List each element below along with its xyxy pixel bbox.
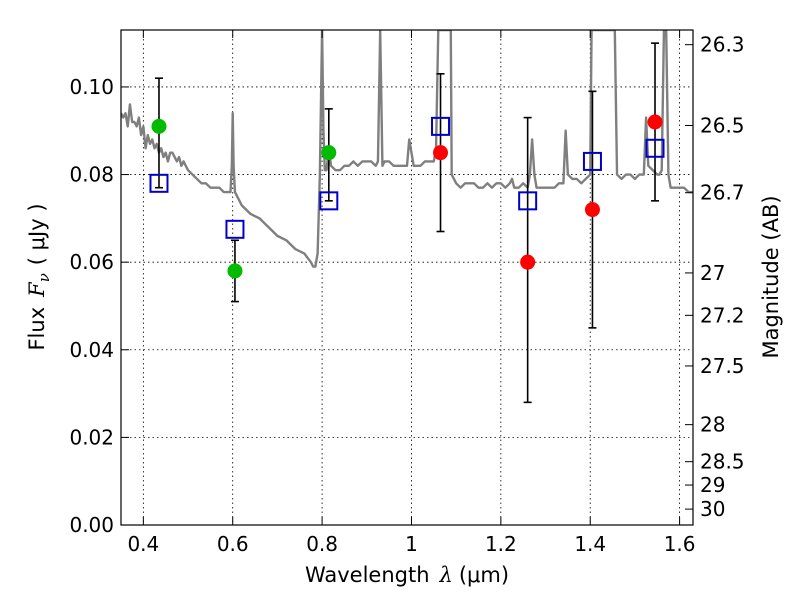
observed-point-red [433, 145, 449, 161]
ticks: 0.4 0.6 0.8 1 1.2 1.4 1.6 0.00 0.02 0.04 0.06 0.08 0… [69, 30, 745, 556]
observed-point-green [321, 145, 337, 161]
x-tick-label: 1 [405, 532, 418, 556]
model-flux-square [149, 173, 169, 193]
x-axis-label-unit: (μm) [459, 563, 509, 587]
y2-tick-label: 26.3 [700, 33, 745, 57]
plot-frame [120, 29, 694, 526]
y-axis-label: Flux Fν ( μJy ) [25, 203, 53, 350]
model-flux-square [225, 219, 245, 239]
model-flux-square [645, 138, 665, 158]
y2-tick-label: 27.5 [700, 354, 745, 378]
marker-layer [149, 42, 665, 404]
model-flux-square [582, 151, 602, 171]
y-tick-label: 0.06 [69, 250, 114, 274]
observed-point-green [151, 118, 167, 134]
sed-model-line [121, 30, 693, 268]
x-tick-label: 1.4 [574, 532, 606, 556]
y-axis-label-unit: ( μJy ) [25, 203, 49, 265]
y2-tick-label: 26.7 [700, 181, 745, 205]
y-axis-label-symbol: F [25, 281, 49, 298]
y2-tick-label: 30 [700, 497, 725, 521]
observed-point-green [227, 263, 243, 279]
model-flux-square [518, 191, 538, 211]
y-axis-label-subscript: ν [35, 273, 53, 282]
data-layer [121, 30, 693, 268]
y2-tick-label: 27 [700, 261, 725, 285]
y2-axis-label: Magnitude (AB) [759, 195, 783, 358]
observed-point-red [584, 202, 600, 218]
y-tick-label: 0.10 [69, 75, 114, 99]
x-axis-label-prefix: Wavelength [305, 563, 430, 587]
y2-tick-label: 27.2 [700, 303, 745, 327]
observed-point-red [520, 254, 536, 270]
y2-tick-label: 29 [700, 473, 725, 497]
x-axis-label-symbol: λ [439, 563, 453, 587]
x-axis-label: Wavelength λ (μm) [305, 563, 509, 587]
y-tick-label: 0.00 [69, 513, 114, 537]
model-flux-square [319, 191, 339, 211]
model-flux-square [431, 116, 451, 136]
y-axis-label-prefix: Flux [25, 307, 49, 351]
observed-point-red [647, 114, 663, 130]
x-tick-label: 0.6 [217, 532, 249, 556]
y2-tick-label: 28 [700, 413, 725, 437]
x-tick-label: 0.8 [306, 532, 338, 556]
plot-background [121, 30, 693, 525]
y2-tick-label: 28.5 [700, 450, 745, 474]
y2-tick-label: 26.5 [700, 113, 745, 137]
x-tick-label: 1.6 [664, 532, 696, 556]
y-tick-label: 0.02 [69, 425, 114, 449]
x-tick-label: 1.2 [485, 532, 517, 556]
y-tick-label: 0.08 [69, 163, 114, 187]
x-tick-label: 0.4 [127, 532, 159, 556]
y-tick-label: 0.04 [69, 338, 114, 362]
